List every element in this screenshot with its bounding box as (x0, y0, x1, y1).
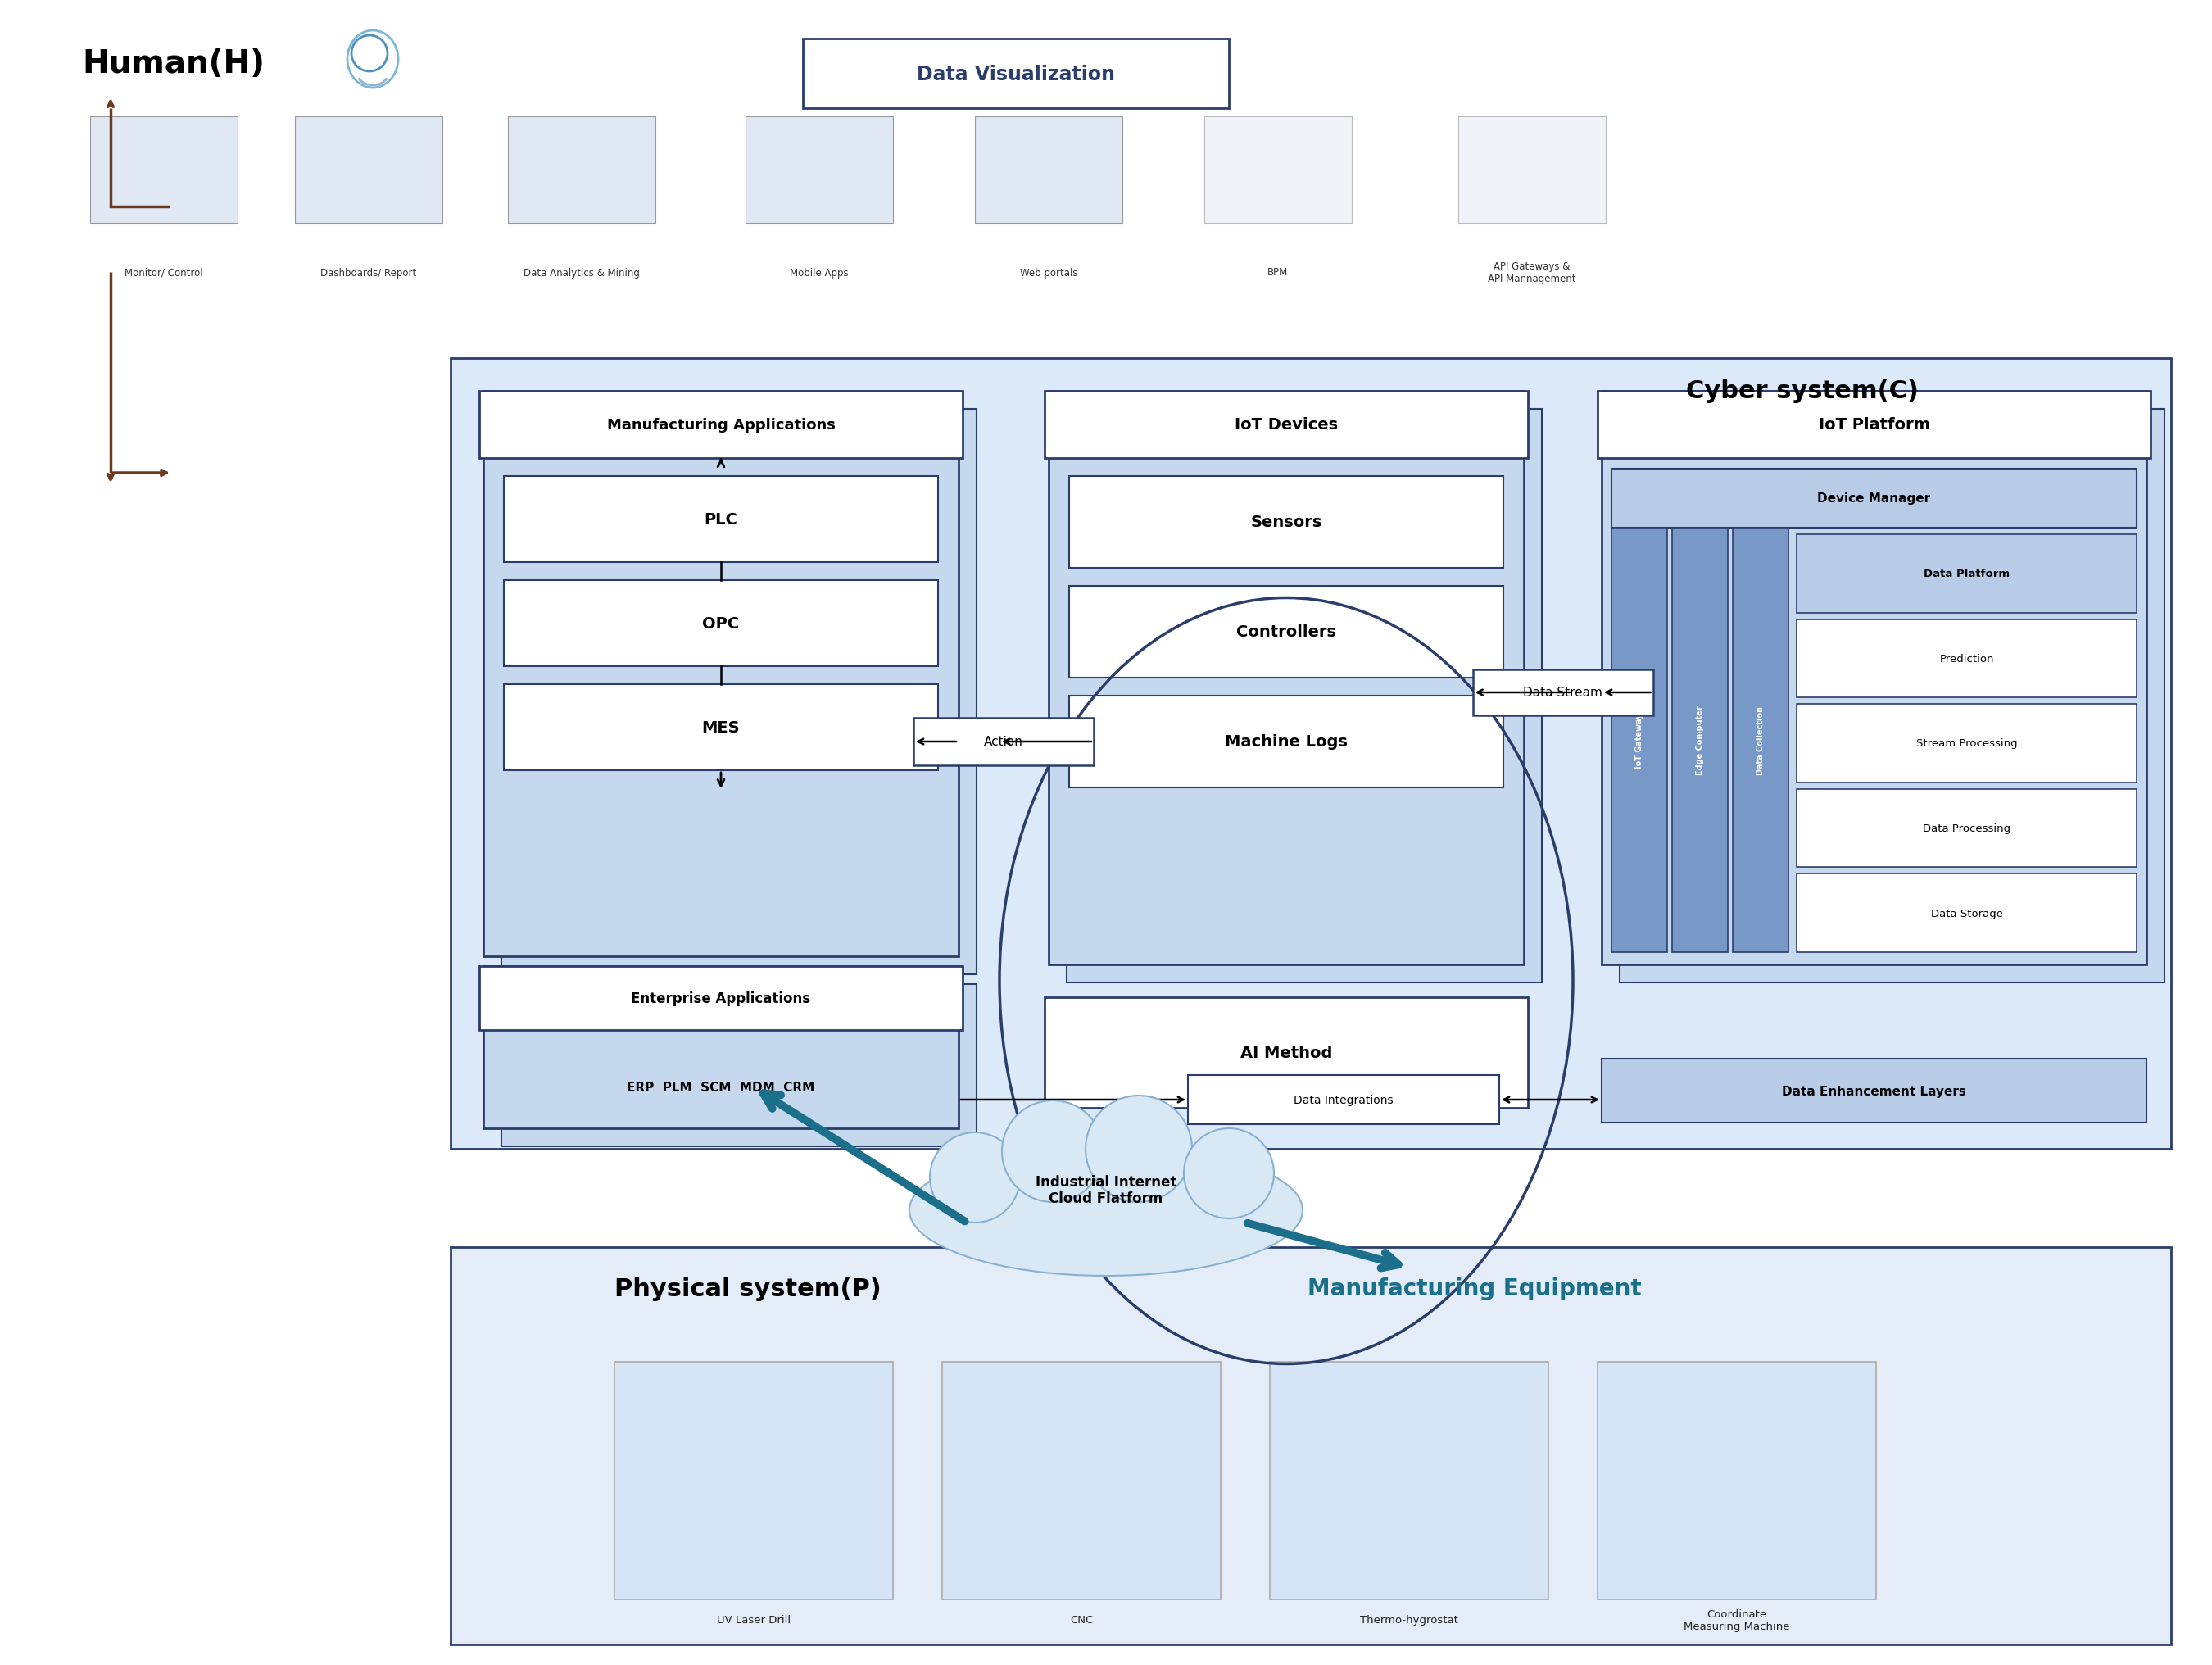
Bar (942, 1362, 1221, 1600)
Bar (615, 1362, 894, 1600)
Bar (480, 966, 962, 1031)
Bar (451, 1247, 2170, 1645)
Text: Stream Processing: Stream Processing (1916, 738, 2017, 749)
Text: Data Visualization: Data Visualization (916, 65, 1115, 83)
Bar (1597, 1362, 1876, 1600)
Bar (1066, 410, 1542, 982)
Bar (1044, 997, 1528, 1109)
Circle shape (1002, 1101, 1104, 1202)
Bar (803, 40, 1230, 108)
Text: Dashboards/ Report: Dashboards/ Report (321, 268, 416, 278)
Bar (91, 117, 237, 223)
Text: ERP  PLM  SCM  MDM  CRM: ERP PLM SCM MDM CRM (626, 1082, 814, 1094)
Bar (480, 391, 962, 458)
Bar (484, 391, 958, 957)
Bar (1619, 410, 2166, 982)
Bar (451, 358, 2170, 1149)
Bar (1473, 671, 1652, 716)
Bar (1672, 528, 1728, 952)
Bar (1601, 391, 2146, 964)
Text: CNC: CNC (1071, 1615, 1093, 1625)
Text: Human(H): Human(H) (82, 48, 265, 80)
Bar (1796, 534, 2137, 613)
Bar (504, 581, 938, 666)
Text: Enterprise Applications: Enterprise Applications (630, 991, 812, 1006)
Text: Manufacturing Equipment: Manufacturing Equipment (1307, 1277, 1641, 1300)
Text: Manufacturing Applications: Manufacturing Applications (606, 418, 836, 433)
Text: Machine Logs: Machine Logs (1225, 734, 1347, 749)
Bar (1068, 696, 1504, 788)
Text: Mobile Apps: Mobile Apps (790, 268, 849, 278)
Bar (294, 117, 442, 223)
Bar (502, 984, 975, 1147)
Text: Data Collection: Data Collection (1756, 706, 1765, 774)
Text: Data Platform: Data Platform (1924, 569, 2011, 579)
Text: Sensors: Sensors (1250, 514, 1323, 529)
Text: Action: Action (984, 736, 1024, 748)
Text: Prediction: Prediction (1940, 653, 1993, 664)
Text: Monitor/ Control: Monitor/ Control (124, 268, 204, 278)
Text: OPC: OPC (703, 616, 739, 631)
Text: Data Processing: Data Processing (1922, 823, 2011, 834)
Ellipse shape (909, 1146, 1303, 1275)
Bar (745, 117, 894, 223)
Text: Data Integrations: Data Integrations (1294, 1094, 1394, 1106)
Bar (1458, 117, 1606, 223)
Circle shape (929, 1132, 1020, 1222)
Text: Physical system(P): Physical system(P) (615, 1277, 880, 1300)
Text: Web portals: Web portals (1020, 268, 1077, 278)
Text: API Gateways &
API Mannagement: API Gateways & API Mannagement (1489, 261, 1575, 285)
Bar (1613, 470, 2137, 528)
Bar (1796, 704, 2137, 783)
Text: MES: MES (701, 719, 741, 736)
Bar (1796, 619, 2137, 698)
Bar (1203, 117, 1352, 223)
Bar (975, 117, 1121, 223)
Bar (504, 684, 938, 771)
Bar (1796, 789, 2137, 867)
Text: IoT Gateway: IoT Gateway (1635, 713, 1644, 768)
Bar (914, 718, 1093, 766)
Bar (1601, 1059, 2146, 1122)
Bar (1048, 391, 1524, 964)
Bar (484, 966, 958, 1129)
Bar (1597, 391, 2150, 458)
Text: Data Enhancement Layers: Data Enhancement Layers (1783, 1086, 1966, 1097)
Text: PLC: PLC (703, 511, 737, 528)
Text: UV Laser Drill: UV Laser Drill (717, 1615, 790, 1625)
Text: IoT Platform: IoT Platform (1818, 418, 1929, 433)
Text: IoT Devices: IoT Devices (1234, 418, 1338, 433)
Text: Device Manager: Device Manager (1818, 493, 1931, 504)
Circle shape (1183, 1129, 1274, 1219)
Text: Coordinate
Measuring Machine: Coordinate Measuring Machine (1683, 1608, 1790, 1632)
Text: Thermo-hygrostat: Thermo-hygrostat (1360, 1615, 1458, 1625)
Bar (1270, 1362, 1548, 1600)
Bar (504, 476, 938, 563)
Text: BPM: BPM (1267, 268, 1287, 278)
Text: Controllers: Controllers (1237, 624, 1336, 639)
Bar (1044, 391, 1528, 458)
Text: Data Analytics & Mining: Data Analytics & Mining (524, 268, 639, 278)
Bar (1796, 874, 2137, 952)
Bar (1732, 528, 1790, 952)
Text: Data Storage: Data Storage (1931, 907, 2002, 919)
Bar (1613, 528, 1668, 952)
Bar (1068, 476, 1504, 568)
Text: Data Stream: Data Stream (1524, 686, 1601, 699)
Text: AI Method: AI Method (1241, 1046, 1332, 1061)
Bar (1068, 586, 1504, 678)
Bar (502, 410, 975, 974)
Bar (509, 117, 655, 223)
Bar (1188, 1076, 1500, 1124)
Text: Cyber system(C): Cyber system(C) (1686, 380, 1918, 403)
Text: Industrial Internet
Cloud Flatform: Industrial Internet Cloud Flatform (1035, 1174, 1177, 1205)
Circle shape (1086, 1096, 1192, 1202)
Text: Edge Computer: Edge Computer (1697, 706, 1703, 776)
